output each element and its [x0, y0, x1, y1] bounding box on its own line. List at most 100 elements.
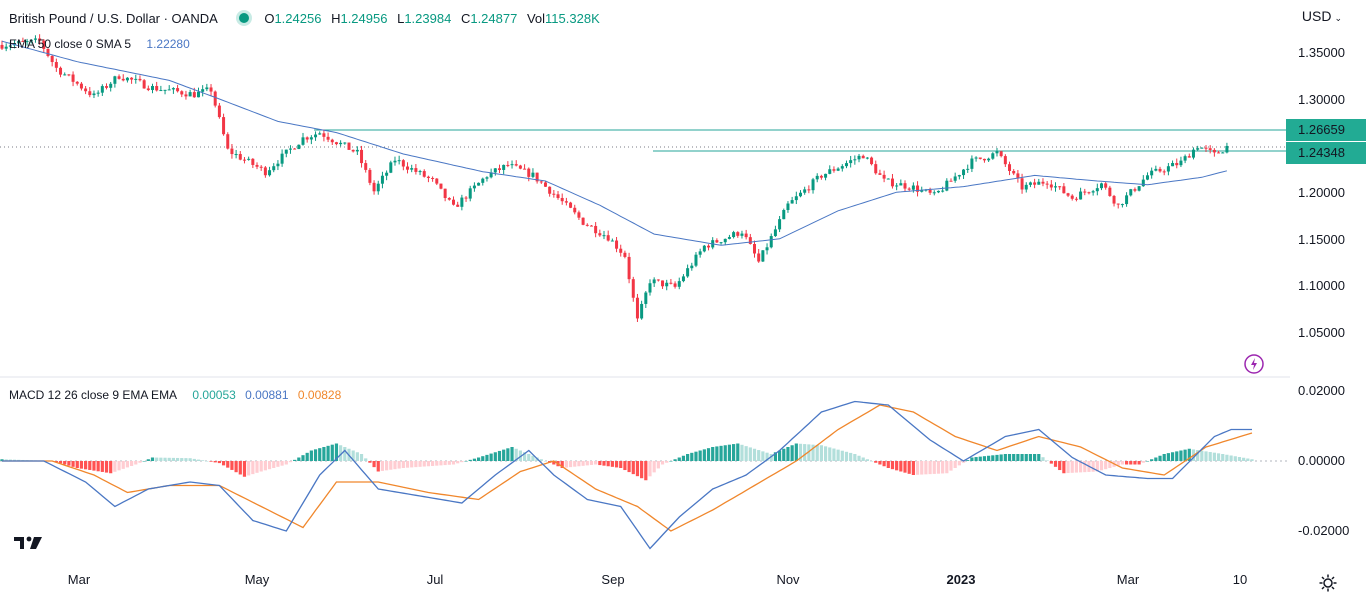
macd-line	[2, 400, 1252, 550]
candle-body	[1066, 193, 1070, 196]
candle-body	[543, 182, 547, 187]
lightning-alert-icon[interactable]	[1243, 353, 1265, 375]
macd-hist-bar	[907, 461, 911, 474]
macd-hist-bar	[1196, 450, 1200, 461]
macd-hist-bar	[882, 461, 886, 467]
candle-body	[167, 89, 171, 91]
macd-hist-bar	[431, 461, 435, 466]
macd-hist-bar	[1250, 459, 1254, 461]
macd-hist-bar	[660, 461, 665, 465]
macd-hist-bar	[251, 461, 255, 475]
currency-selector[interactable]: USD ⌄	[1302, 8, 1342, 24]
macd-hist-bar	[669, 461, 673, 462]
candle-body	[431, 177, 435, 179]
candle-body	[849, 160, 853, 164]
macd-hist-bar	[1053, 461, 1058, 467]
candle-body	[564, 201, 568, 203]
candle-body	[514, 164, 518, 166]
candle-body	[652, 279, 656, 284]
symbol-title[interactable]: British Pound / U.S. Dollar · OANDA	[9, 11, 218, 26]
macd-signal-value: 0.00828	[297, 388, 342, 402]
macd-hist-bar	[96, 461, 100, 472]
candle-body	[606, 235, 610, 241]
candle-body	[681, 276, 685, 282]
price-tick: 1.15000	[1298, 232, 1345, 247]
macd-hist-bar	[1246, 458, 1250, 461]
candle-body	[815, 175, 819, 180]
macd-hist-bar	[230, 461, 234, 470]
macd-hist-bar	[936, 461, 941, 474]
candle-body	[744, 233, 748, 238]
time-tick: 10	[1232, 572, 1248, 587]
candle-body	[527, 168, 531, 177]
candle-body	[782, 210, 786, 220]
macd-hist-bar	[313, 449, 318, 461]
candle-body	[890, 178, 894, 187]
macd-hist-bar	[364, 458, 368, 461]
candle-body	[493, 168, 497, 173]
candle-body	[552, 193, 556, 195]
price-tag-lower: 1.24348	[1286, 142, 1366, 164]
macd-hist-bar	[786, 447, 790, 461]
macd-hist-bar	[476, 457, 481, 461]
candle-body	[665, 282, 669, 287]
candle-body	[853, 159, 857, 161]
macd-hist-bar	[706, 448, 711, 461]
macd-hist-bar	[334, 443, 339, 461]
macd-hist-bar	[966, 460, 970, 461]
candle-body	[736, 232, 740, 236]
candle-body	[380, 175, 384, 184]
macd-hist-bar	[297, 457, 301, 461]
macd-hist-bar	[280, 461, 284, 466]
candle-body	[962, 169, 966, 176]
candle-body	[778, 219, 782, 230]
macd-hist-bar	[443, 461, 447, 466]
candle-body	[953, 176, 957, 181]
candle-body	[1016, 173, 1020, 179]
candle-body	[376, 183, 380, 192]
macd-hist-bar	[1170, 452, 1175, 461]
candle-body	[180, 91, 184, 95]
candle-body	[790, 200, 794, 204]
macd-hist-bar	[1154, 457, 1158, 461]
candle-body	[836, 168, 840, 171]
candle-body	[17, 40, 21, 44]
candle-body	[1074, 198, 1078, 200]
candle-body	[347, 142, 351, 150]
macd-hist-bar	[1150, 459, 1154, 461]
candle-body	[857, 155, 861, 160]
macd-hist-bar	[410, 461, 414, 468]
macd-hist-bar	[385, 461, 389, 471]
macd-hist-bar	[134, 461, 138, 465]
macd-hist-bar	[67, 461, 71, 466]
macd-legend[interactable]: MACD 12 26 close 9 EMA EMA 0.00053 0.008…	[9, 388, 347, 402]
macd-hist-bar	[619, 461, 623, 468]
tradingview-logo-icon[interactable]	[14, 535, 46, 551]
candle-body	[945, 180, 949, 191]
candle-body	[631, 279, 635, 298]
candle-body	[4, 46, 8, 49]
macd-hist-bar	[514, 448, 518, 461]
candle-body	[272, 166, 276, 171]
candle-body	[865, 157, 869, 159]
macd-hist-bar	[1045, 460, 1049, 461]
candle-body	[159, 90, 163, 92]
gear-icon[interactable]	[1319, 574, 1337, 592]
macd-hist-bar	[987, 455, 991, 461]
ema-legend[interactable]: EMA 50 close 0 SMA 5 1.22280	[9, 37, 196, 51]
macd-hist-bar	[372, 461, 376, 468]
macd-hist-bar	[510, 447, 514, 461]
macd-hist-bar	[1225, 454, 1229, 461]
macd-hist-bar	[1216, 453, 1221, 461]
macd-hist-bar	[539, 459, 543, 461]
macd-hist-bar	[652, 461, 656, 473]
macd-hist-bar	[100, 461, 104, 472]
candle-body	[1058, 186, 1062, 188]
candle-body	[786, 203, 790, 211]
macd-hist-bar	[623, 461, 627, 471]
macd-hist-bar	[627, 461, 631, 473]
macd-hist-bar	[932, 461, 936, 474]
macd-hist-bar	[585, 461, 589, 466]
candle-body	[1070, 195, 1074, 199]
